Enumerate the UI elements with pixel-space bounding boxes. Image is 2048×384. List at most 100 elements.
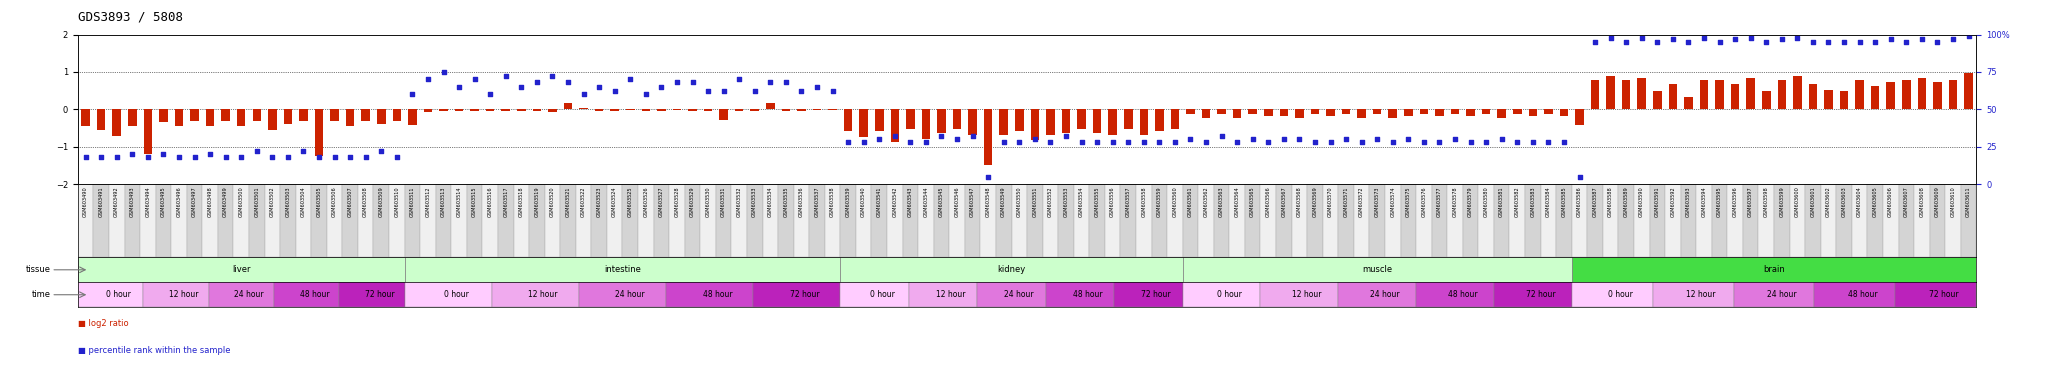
Bar [1337,184,1354,257]
Point [1688,35,1720,41]
Point [195,151,227,157]
Point [1501,139,1534,146]
Bar [1618,184,1634,257]
Bar [965,184,981,257]
Text: GSM603546: GSM603546 [954,186,961,217]
Bar [1591,80,1599,109]
Text: GSM603493: GSM603493 [129,186,135,217]
Bar [438,109,449,111]
Point [817,88,850,94]
Text: ■ log2 ratio: ■ log2 ratio [78,319,129,328]
Text: GSM603490: GSM603490 [84,186,88,217]
Text: 48 hour: 48 hour [1847,290,1878,299]
Bar [1450,109,1460,114]
Point [520,79,553,86]
Text: GSM603585: GSM603585 [1561,186,1567,217]
Bar [498,184,514,257]
Text: GSM603554: GSM603554 [1079,186,1083,217]
Text: GSM603560: GSM603560 [1171,186,1178,217]
Text: GSM603526: GSM603526 [643,186,649,217]
Bar [1077,109,1085,129]
Point [117,151,150,157]
Bar [420,184,436,257]
Point [1827,39,1860,45]
Bar [532,109,541,111]
Point [225,154,258,161]
Bar [750,109,760,111]
Bar [389,184,406,257]
Bar [1794,76,1802,109]
Bar [657,109,666,111]
Point [381,154,414,161]
Text: 72 hour: 72 hour [1141,290,1171,299]
Bar [129,109,137,126]
Bar [766,103,774,109]
Point [365,148,397,154]
Bar [700,184,717,257]
Bar [735,109,743,111]
Text: GSM603590: GSM603590 [1638,186,1645,217]
Point [162,154,195,161]
Point [629,91,662,98]
Text: GSM603502: GSM603502 [270,186,274,217]
Bar [1882,184,1898,257]
Bar [82,109,90,126]
Text: GSM603567: GSM603567 [1282,186,1286,217]
Point [1174,136,1206,142]
Point [940,136,973,142]
Bar [1712,184,1726,257]
Bar [1681,184,1696,257]
Bar [328,184,342,257]
Text: GSM603553: GSM603553 [1063,186,1069,217]
Point [1126,139,1159,146]
Point [1874,36,1907,42]
Bar [156,184,172,257]
Text: GSM603579: GSM603579 [1468,186,1473,217]
Bar [1233,109,1241,118]
Bar [1124,109,1133,129]
Bar [1526,184,1540,257]
Bar [205,109,215,126]
Text: 12 hour: 12 hour [936,290,965,299]
Bar [1868,184,1882,257]
Point [1485,136,1518,142]
Bar [1294,109,1305,118]
Bar [594,109,604,111]
Bar [1462,184,1479,257]
Text: 0 hour: 0 hour [1608,290,1632,299]
Point [1765,36,1798,42]
Bar [96,109,104,130]
Text: GSM603520: GSM603520 [551,186,555,217]
Bar [1855,80,1864,109]
Bar [627,109,635,111]
Text: GSM603513: GSM603513 [440,186,446,217]
Bar [592,184,606,257]
Bar [563,103,571,109]
Point [147,151,180,157]
Bar [545,184,561,257]
Bar [233,184,250,257]
Bar [918,184,934,257]
Point [1096,139,1128,146]
Bar [1731,84,1739,109]
Bar [1341,109,1350,114]
Text: GSM603581: GSM603581 [1499,186,1503,217]
Bar [1120,184,1137,257]
Text: GSM603534: GSM603534 [768,186,772,217]
Bar [1042,184,1059,257]
Point [1004,139,1036,146]
Bar [641,109,649,111]
Bar [186,184,203,257]
Bar [1073,184,1090,257]
Bar [840,257,1182,282]
Bar [1669,84,1677,109]
Bar [1604,184,1618,257]
Bar [451,184,467,257]
Text: 12 hour: 12 hour [528,290,557,299]
Bar [406,257,840,282]
Bar [950,184,965,257]
Bar [1358,109,1366,118]
Bar [1436,109,1444,116]
Text: GSM603508: GSM603508 [362,186,369,217]
Bar [995,184,1012,257]
